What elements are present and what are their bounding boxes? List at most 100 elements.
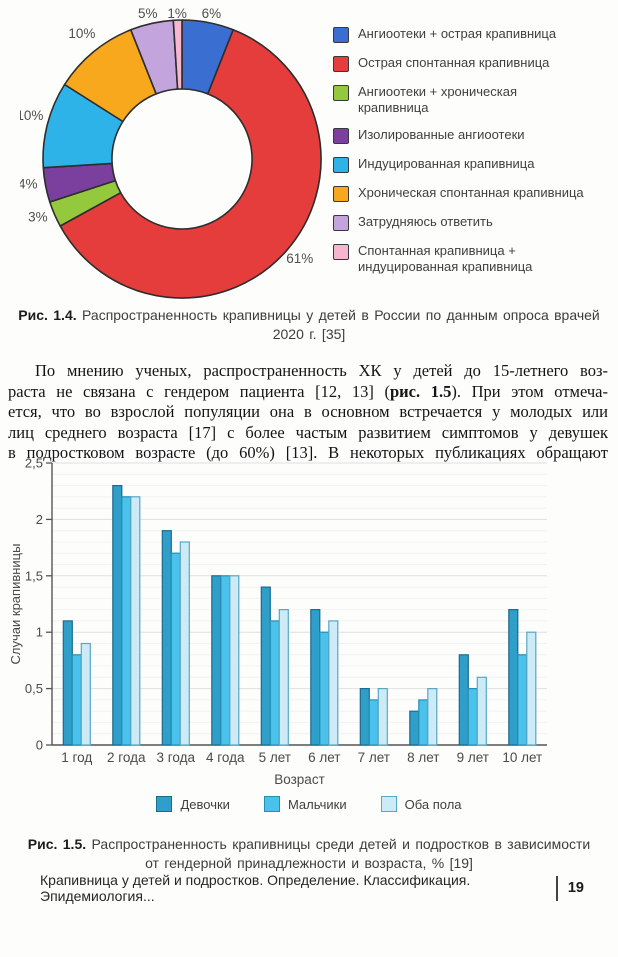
paragraph-line: ется, что во взрослой популяции она в ос… — [8, 402, 608, 423]
legend-item-label: Индуцированная крапивница — [358, 156, 535, 171]
legend-item-label: Ангиоотеки + острая крапивница — [358, 26, 557, 41]
legend-item-label: Оба пола — [404, 796, 462, 812]
donut-slice-percent-label: 1% — [167, 6, 187, 21]
y-axis-tick-label: 0,5 — [25, 681, 43, 696]
bar-3-group-6 — [328, 620, 339, 746]
figure-1-5-caption-text: Распространенность крапивницы среди дете… — [91, 836, 591, 852]
x-axis-category-label: 6 лет — [308, 750, 340, 765]
paragraph-line: лиц среднего возраста [17] с более часты… — [8, 423, 608, 444]
donut-slice-percent-label: 6% — [202, 6, 222, 21]
donut-slice-percent-label: 4% — [20, 176, 38, 191]
x-axis-category-label: 8 лет — [407, 750, 439, 765]
legend-color-swatch — [380, 796, 397, 812]
legend-item-label: Хроническая спонтанная крапивница — [358, 185, 584, 200]
figure-1-5-caption-line2: от гендерной принадлежности и возраста, … — [145, 855, 473, 871]
donut-slice-percent-label: 5% — [138, 6, 158, 21]
donut-chart-figure-1-4: 6% 61% 3% 4% 10% 10% 5% 1% — [20, 6, 322, 299]
donut-slice — [172, 19, 183, 90]
y-axis-tick-label: 1,5 — [25, 568, 43, 583]
running-title: Крапивница у детей и подростков. Определ… — [40, 872, 471, 904]
y-axis-tick-label: 1 — [36, 625, 43, 640]
bar-1-group-9 — [458, 654, 469, 746]
x-axis-title: Возраст — [274, 772, 325, 787]
legend-color-swatch — [333, 215, 349, 231]
donut-slice-percent-label: 10% — [68, 26, 95, 41]
paragraph-line: раста не связана с гендером пациента [12… — [8, 382, 608, 403]
bar-1-group-1 — [62, 620, 73, 746]
x-axis-category-label: 7 лет — [358, 750, 390, 765]
x-axis-category-label: 5 лет — [259, 750, 291, 765]
bar-3-group-1 — [80, 642, 91, 746]
donut-slice-percent-label: 61% — [286, 251, 313, 266]
legend-color-swatch — [333, 186, 349, 202]
legend-item-label: Затрудняюсь ответить — [358, 214, 493, 229]
text-run: ). При этом отмеча- — [451, 381, 608, 401]
bar-3-group-9 — [476, 676, 487, 746]
legend-item-label: Изолированные ангиоотеки — [358, 127, 525, 142]
donut-legend-item: Острая спонтанная крапивница — [333, 55, 615, 72]
bar-2-group-10 — [517, 654, 528, 746]
donut-slice-percent-label: 3% — [28, 209, 48, 224]
y-axis-title: Случаи крапивницы — [8, 544, 23, 665]
paragraph-line: в подростковом возрасте (до 60%) [13]. В… — [8, 443, 608, 464]
bar-2-group-1 — [71, 654, 82, 746]
figure-1-4-caption: Рис. 1.4. Распространенность крапивницы … — [8, 306, 610, 344]
x-axis-category-label: 4 года — [206, 750, 245, 765]
footer-divider — [555, 875, 558, 901]
legend-item-label: Спонтанная крапивница + индуцированная к… — [358, 243, 533, 274]
legend-item-label: Ангиоотеки + хроническая крапивница — [358, 84, 517, 115]
bar-1-group-4 — [211, 575, 222, 746]
bar-legend-item: Девочки — [156, 796, 230, 812]
donut-legend: Ангиоотеки + острая крапивница Острая спо… — [333, 26, 615, 274]
y-axis-tick-label: 2,5 — [25, 456, 43, 471]
paragraph-line: По мнению ученых, распространенность ХК … — [8, 361, 608, 382]
bar-2-group-8 — [418, 699, 429, 746]
legend-color-swatch — [333, 27, 349, 43]
x-axis-category-label: 3 года — [157, 750, 196, 765]
figure-1-4-caption-text: Распространенность крапивницы у детей в … — [82, 307, 600, 323]
legend-item-label: Девочки — [180, 796, 230, 812]
bar-2-group-6 — [319, 631, 330, 746]
donut-legend-item: Ангиоотеки + хроническая крапивница — [333, 84, 615, 115]
donut-slice-percent-label: 10% — [20, 108, 43, 123]
legend-color-swatch — [156, 796, 173, 812]
bar-2-group-2 — [121, 496, 132, 746]
bar-1-group-5 — [260, 586, 271, 746]
figure-1-5-caption-prefix: Рис. 1.5. — [27, 836, 87, 852]
y-axis-tick-label: 2 — [36, 512, 43, 527]
x-axis-category-label: 9 лет — [457, 750, 489, 765]
bar-3-group-10 — [526, 631, 537, 746]
x-axis-category-label: 10 лет — [502, 750, 542, 765]
donut-legend-item: Изолированные ангиоотеки — [333, 127, 615, 144]
legend-color-swatch — [333, 157, 349, 173]
bar-1-group-2 — [112, 484, 123, 746]
donut-legend-item: Спонтанная крапивница + индуцированная к… — [333, 243, 615, 274]
bar-legend-item: Мальчики — [263, 796, 347, 812]
bar-chart-figure-1-5: 0 0,5 1 1,5 2 2,5 1 год 2 года 3 года 4 года 5 лет… — [8, 456, 547, 787]
bar-1-group-10 — [508, 609, 519, 746]
legend-color-swatch — [333, 244, 349, 260]
legend-color-swatch — [263, 796, 280, 812]
text-run: По мнению ученых, распространенность ХК … — [35, 361, 608, 380]
donut-legend-item: Ангиоотеки + острая крапивница — [333, 26, 615, 43]
text-run: раста не связана с гендером пациента [12… — [8, 381, 390, 401]
bar-legend-item: Оба пола — [380, 796, 462, 812]
x-axis-category-label: 2 года — [107, 750, 146, 765]
bar-2-group-3 — [170, 552, 181, 746]
bar-3-group-2 — [130, 496, 141, 746]
text-run: в подростковом возрасте (до 60%) [13]. В… — [8, 443, 608, 462]
donut-slice — [59, 29, 322, 299]
legend-item-label: Острая спонтанная крапивница — [358, 55, 550, 70]
donut-legend-item: Индуцированная крапивница — [333, 156, 615, 173]
figure-1-4-caption-prefix: Рис. 1.4. — [18, 307, 77, 323]
bar-2-group-5 — [269, 620, 280, 746]
bar-2-group-9 — [467, 688, 478, 746]
bar-1-group-3 — [161, 530, 172, 746]
legend-color-swatch — [333, 56, 349, 72]
figure-1-4-caption-line2: 2020 г. [35] — [272, 326, 346, 342]
bar-3-group-4 — [229, 575, 240, 746]
bar-1-group-6 — [310, 609, 321, 746]
bar-2-group-7 — [368, 699, 379, 746]
legend-color-swatch — [333, 128, 349, 144]
